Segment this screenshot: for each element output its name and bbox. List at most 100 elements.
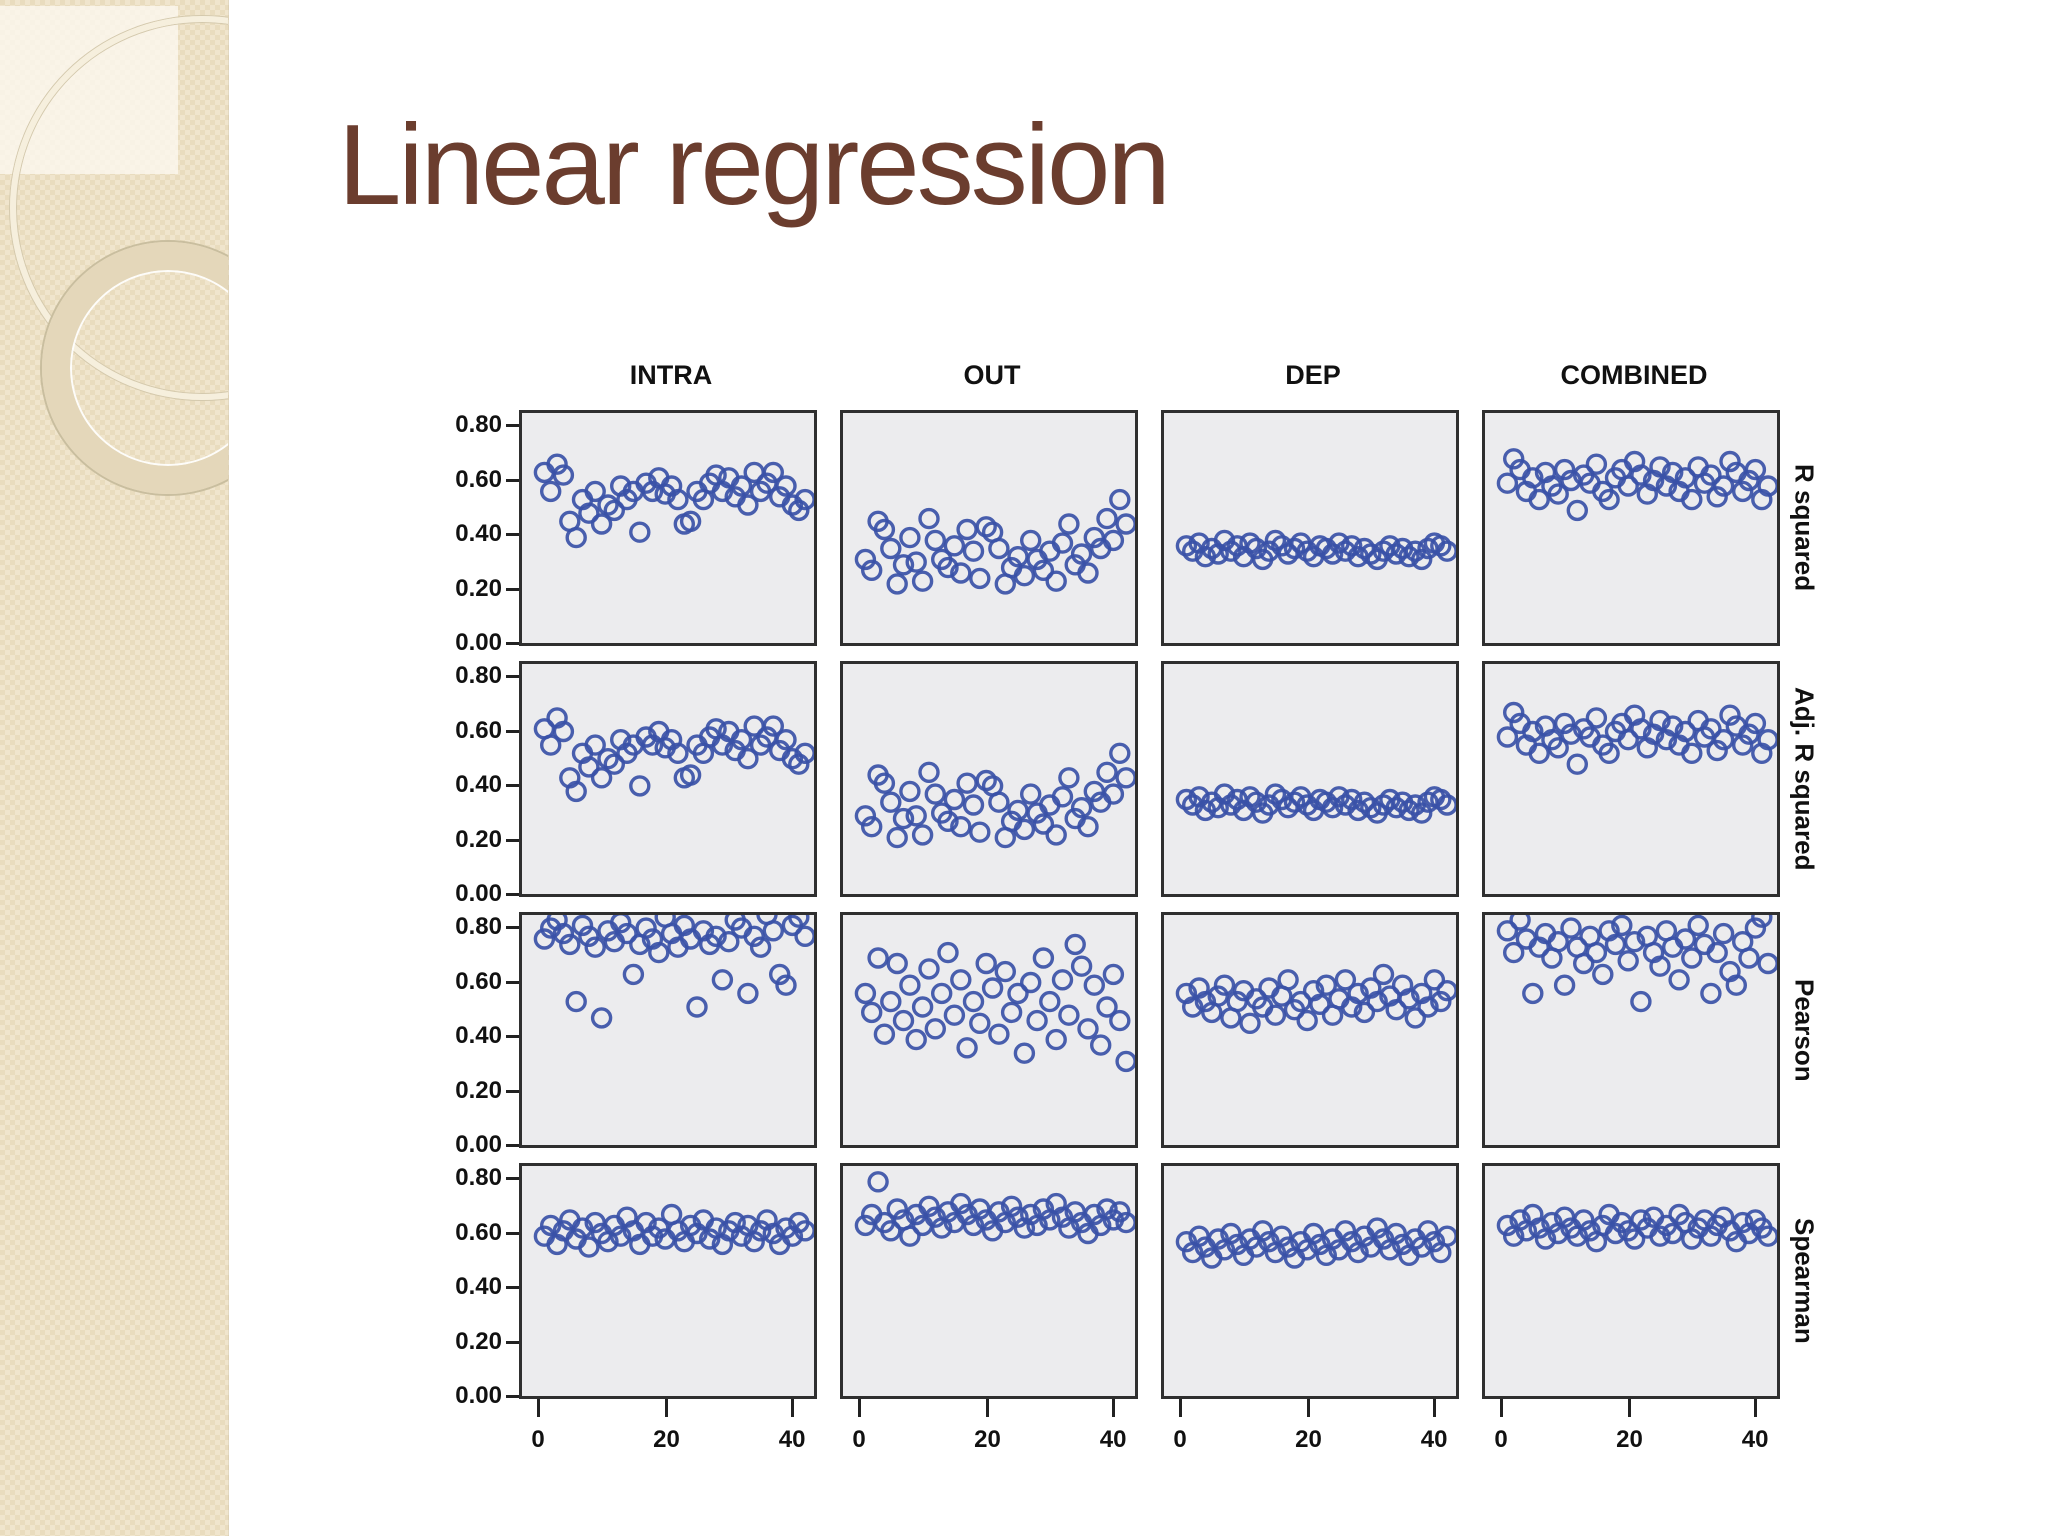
scatter-points: [533, 453, 814, 549]
data-point: [1115, 1050, 1135, 1073]
data-point: [1547, 737, 1569, 759]
data-point: [1109, 1009, 1131, 1032]
data-point: [873, 518, 896, 541]
data-point: [1051, 786, 1074, 808]
data-point: [1239, 532, 1261, 554]
data-point: [565, 526, 587, 549]
data-point: [584, 734, 606, 756]
data-point: [698, 1228, 721, 1250]
data-point: [1725, 974, 1748, 996]
data-point: [1681, 488, 1703, 511]
y-tick-mark: [506, 642, 522, 645]
data-point: [905, 1028, 927, 1051]
y-tick-mark: [506, 1231, 522, 1235]
x-tick-mark: [790, 1399, 794, 1417]
data-point: [886, 1198, 908, 1220]
x-tick-mark: [1753, 1399, 1757, 1417]
data-point: [1115, 767, 1135, 789]
data-point: [794, 488, 814, 511]
data-point: [892, 554, 915, 576]
data-point: [1430, 535, 1452, 557]
x-tick-mark: [1499, 1399, 1503, 1417]
data-point: [1496, 1214, 1519, 1237]
data-point: [788, 753, 810, 775]
data-point: [873, 1023, 896, 1045]
data-point: [775, 728, 797, 751]
data-point: [1019, 529, 1042, 552]
data-point: [584, 936, 606, 958]
row-label-spearman: Spearman: [1789, 1218, 1820, 1344]
data-point: [794, 1220, 814, 1242]
data-point: [1706, 739, 1728, 762]
data-point: [686, 996, 708, 1018]
y-tick-mark: [506, 1286, 522, 1290]
data-point: [679, 764, 702, 786]
data-point: [616, 922, 638, 945]
y-tick-label: 0.20: [455, 1327, 502, 1355]
y-tick-mark: [506, 478, 522, 482]
data-point: [1045, 824, 1067, 846]
data-point: [1436, 540, 1456, 562]
data-point: [1296, 1009, 1318, 1032]
data-point: [730, 728, 753, 751]
data-point: [1509, 915, 1531, 931]
data-point: [924, 529, 947, 552]
data-point: [1070, 796, 1093, 819]
data-point: [1404, 1007, 1427, 1029]
data-point: [1668, 969, 1690, 991]
data-point: [775, 475, 797, 497]
y-tick-mark: [506, 784, 522, 788]
data-point: [1309, 993, 1331, 1016]
x-tick-label: 0: [852, 1426, 866, 1453]
data-point: [705, 925, 727, 947]
scatter-panel-adj-r-squared-dep: [1161, 661, 1459, 897]
data-point: [1077, 815, 1099, 838]
data-point: [552, 720, 575, 743]
data-point: [590, 513, 613, 535]
scatter-points: [1496, 915, 1777, 1013]
data-point: [1398, 988, 1420, 1010]
data-point: [1706, 486, 1728, 508]
scatter-panel-adj-r-squared-out: [840, 661, 1138, 897]
data-point: [899, 780, 921, 803]
scatter-points: [1175, 529, 1456, 571]
scatter-points: [854, 1171, 1135, 1247]
scatter-panel-r-squared-intra: [519, 410, 817, 646]
data-point: [905, 805, 927, 827]
data-point: [988, 791, 1010, 813]
data-point: [1077, 562, 1099, 584]
data-point: [956, 1037, 978, 1059]
data-point: [1007, 1206, 1029, 1228]
data-point: [911, 824, 934, 846]
data-point: [1013, 818, 1036, 841]
data-point: [1661, 1222, 1684, 1245]
data-point: [1751, 915, 1773, 928]
y-tick-label: 0.40: [455, 1273, 502, 1301]
data-point: [737, 747, 759, 770]
data-point: [930, 982, 953, 1005]
data-point: [1744, 458, 1767, 481]
data-point: [950, 815, 972, 838]
scatter-points: [533, 707, 814, 803]
data-point: [943, 1004, 966, 1026]
data-point: [1681, 947, 1703, 969]
scatter-panel-adj-r-squared-intra: [519, 661, 817, 897]
data-point: [975, 952, 997, 975]
data-point: [565, 780, 587, 803]
data-point: [1207, 1228, 1229, 1250]
data-point: [1258, 1230, 1280, 1253]
data-point: [1251, 1220, 1274, 1242]
data-point: [1309, 1233, 1331, 1256]
data-point: [886, 573, 908, 595]
y-tick-mark: [506, 926, 522, 930]
data-point: [861, 815, 883, 838]
data-point: [1674, 928, 1697, 950]
data-point: [1283, 791, 1306, 813]
data-point: [1213, 529, 1236, 552]
data-point: [1109, 742, 1131, 765]
x-tick-label: 0: [1494, 1426, 1508, 1453]
y-tick-label: 0.60: [455, 1218, 502, 1246]
data-point: [956, 1203, 978, 1226]
data-point: [1617, 728, 1639, 751]
x-tick-mark: [1111, 1399, 1115, 1417]
